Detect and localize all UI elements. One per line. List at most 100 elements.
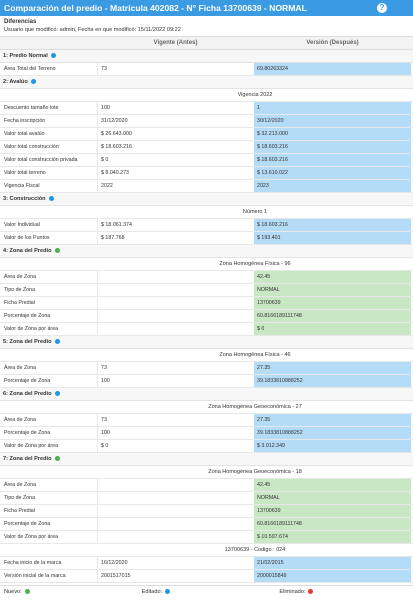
table-row: Valor de Zona por área $ 0 [0,323,413,336]
before-value [97,323,254,335]
status-dot [48,196,54,202]
before-value: 2022 [97,180,254,192]
after-value: $ 18.603.216 [254,154,411,166]
after-value: 60.8166189111748 [254,310,411,322]
field-label: Tipo de Zona [4,495,36,501]
table-row: Tipo de Zona NORMAL [0,492,413,505]
after-value: 69.80263324 [254,63,411,75]
title: Comparación del predio - Matrícula 40208… [4,3,307,13]
table-row: Descuento tamaño lote 100 1 [0,102,413,115]
section-header: 2: Avalúo [0,76,413,89]
before-value [97,531,254,543]
field-label: Ficha Predial [4,508,35,514]
field-label: Valor de Zona por área [4,534,59,540]
table-row: Valor total avalúo $ 26.643.000 $ 32.213.0… [0,128,413,141]
field-label: Fecha inicio de la marca [4,560,62,566]
table-row: Área de Zona 42.45 [0,479,413,492]
before-value: $ 26.643.000 [97,128,254,140]
legend-item: Editado: [138,586,276,601]
info-heading: Diferencias [4,19,37,25]
after-value: $ 18.603.216 [254,219,411,231]
before-value: 100 [97,375,254,387]
before-value: $ 18.603.216 [97,141,254,153]
before-value: 16/12/2020 [97,557,254,569]
field-label: Valor de Zona por área [4,443,59,449]
before-value: 2001517015 [97,570,254,582]
field-label: Área de Zona [4,274,37,280]
field-label: Área Total del Terreno [4,66,56,72]
field-label: Vigencia Fiscal [4,183,40,189]
status-dot [54,248,60,254]
field-label: Valor total construcción privada [4,157,78,163]
after-value: $ 193.401 [254,232,411,244]
table-row: Porcentaje de Zona 100 39.1833810888252 [0,427,413,440]
table-row: Valor de Zona por área $ 0 $ 3.012.349 [0,440,413,453]
after-value: 42.45 [254,479,411,491]
title-bar: Comparación del predio - Matrícula 40208… [0,0,413,16]
field-label: Valor total construcción [4,144,59,150]
column-title: Vigente (Antes) [153,40,198,46]
section-title: 1: Predio Normal [3,53,48,59]
before-value [97,505,254,517]
group-title: Vigencia 2022 [0,89,413,102]
section-header: 5: Zona del Predio [0,336,413,349]
help-button[interactable]: ? [377,3,387,13]
before-value: $ 187.768 [97,232,254,244]
table-row: Valor de los Puntos $ 187.768 $ 193.401 [0,232,413,245]
table-row: Valor total construcción privada $ 0 $ 18.… [0,154,413,167]
before-value: 100 [97,427,254,439]
section-header: 7: Zona del Predio [0,453,413,466]
legend-dot [24,589,30,595]
field-label: Porcentaje de Zona [4,313,51,319]
field-label: Descuento tamaño lote [4,105,59,111]
after-value: 27.35 [254,362,411,374]
status-dot [54,456,60,462]
legend-dot [165,589,171,595]
after-value: 39.1833810888252 [254,375,411,387]
after-value: 2000015849 [254,570,411,582]
section-header: 1: Predio Normal [0,50,413,63]
legend-item: Nuevo: [0,586,138,601]
group-title: Zona Homogénea Física - 96 [0,258,413,271]
table-row: Fecha inscripción 31/12/2020 30/12/2020 [0,115,413,128]
legend-item: Eliminado: [275,586,413,601]
table-row: Porcentaje de Zona 60.8166189111748 [0,518,413,531]
legend: Nuevo: Editado: Eliminado: [0,585,413,601]
after-value: $ 18.603.216 [254,141,411,153]
table-row: Área de Zona 42.45 [0,271,413,284]
field-label: Porcentaje de Zona [4,378,51,384]
after-value: $ 13.610.022 [254,167,411,179]
after-value: $ 3.012.349 [254,440,411,452]
table-row: Ficha Predial 13700639 [0,297,413,310]
field-label: Área de Zona [4,365,37,371]
field-label: Porcentaje de Zona [4,521,51,527]
table-row: Valor de Zona por área $ 10.597.674 [0,531,413,544]
after-value: $ 10.597.674 [254,531,411,543]
after-value: 1 [254,102,411,114]
field-label: Valor total terreno [4,170,46,176]
before-value: 31/12/2020 [97,115,254,127]
field-label: Fecha inscripción [4,118,46,124]
legend-label: Nuevo: [4,589,22,595]
column-header: Vigente (Antes) Versión (Después) [0,36,413,50]
before-value [97,518,254,530]
group-title: Número 1 [0,206,413,219]
before-value [97,310,254,322]
field-label: Valor de los Puntos [4,235,50,241]
table-row: Valor Individual $ 18.061.374 $ 18.603.216 [0,219,413,232]
table-row: Área de Zona 73 27.35 [0,362,413,375]
group-title: 13700639 - Codigo : 024 [0,544,413,557]
after-value: NORMAL [254,492,411,504]
after-value: 30/12/2020 [254,115,411,127]
after-value: 13700639 [254,297,411,309]
field-label: Área de Zona [4,417,37,423]
field-label: Valor Individual [4,222,40,228]
before-value: $ 0 [97,154,254,166]
comparison-table: 1: Predio Normal Área Total del Terreno 73… [0,50,413,583]
table-row: Porcentaje de Zona 100 39.1833810888252 [0,375,413,388]
status-dot [50,53,56,59]
after-value: 21/02/2015 [254,557,411,569]
field-label: Tipo de Zona [4,287,36,293]
before-value [97,492,254,504]
